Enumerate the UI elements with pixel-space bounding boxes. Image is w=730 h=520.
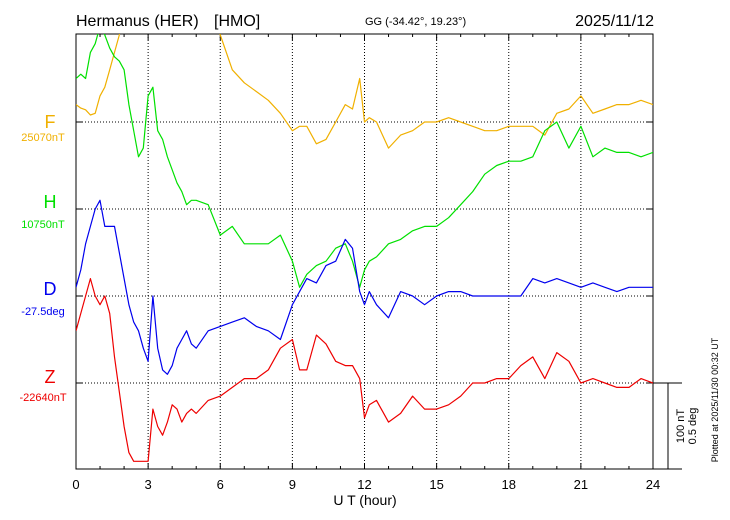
station-title: Hermanus (HER) bbox=[76, 13, 199, 30]
x-tick-label: 3 bbox=[145, 477, 152, 492]
x-tick-label: 24 bbox=[646, 477, 660, 492]
x-tick-label: 12 bbox=[357, 477, 371, 492]
series-label-d: D bbox=[44, 279, 57, 299]
x-axis-title: U T (hour) bbox=[333, 492, 396, 508]
series-line-d bbox=[76, 199, 653, 375]
scale-label-deg: 0.5 deg bbox=[687, 408, 699, 445]
series-baseline-f: 25070nT bbox=[21, 132, 65, 144]
x-tick-label: 15 bbox=[429, 477, 443, 492]
series-baseline-d: -27.5deg bbox=[21, 306, 64, 318]
x-tick-label: 21 bbox=[574, 477, 588, 492]
plotted-at-note: Plotted at 2025/11/30 00:32 UT bbox=[710, 337, 720, 462]
x-tick-label: 0 bbox=[72, 477, 79, 492]
series-baseline-z: -22640nT bbox=[19, 392, 66, 404]
series-line-f bbox=[76, 34, 653, 149]
x-axis-ticks: 0 3 6 9 12 15 18 21 24 bbox=[72, 34, 660, 492]
series-label-f: F bbox=[45, 112, 56, 132]
series-curves bbox=[76, 34, 653, 462]
x-tick-label: 18 bbox=[502, 477, 516, 492]
grid-lines bbox=[76, 34, 653, 469]
series-label-h: H bbox=[44, 192, 57, 212]
station-coords: GG (-34.42°, 19.23°) bbox=[365, 16, 466, 28]
scale-label-nt: 100 nT bbox=[675, 409, 687, 444]
station-code: [HMO] bbox=[214, 13, 260, 30]
series-baseline-h: 10750nT bbox=[21, 219, 65, 231]
x-tick-label: 6 bbox=[217, 477, 224, 492]
series-line-h bbox=[76, 34, 653, 288]
date-label: 2025/11/12 bbox=[575, 13, 654, 30]
x-tick-label: 9 bbox=[289, 477, 296, 492]
series-line-z bbox=[76, 278, 653, 462]
series-label-z: Z bbox=[45, 367, 56, 387]
